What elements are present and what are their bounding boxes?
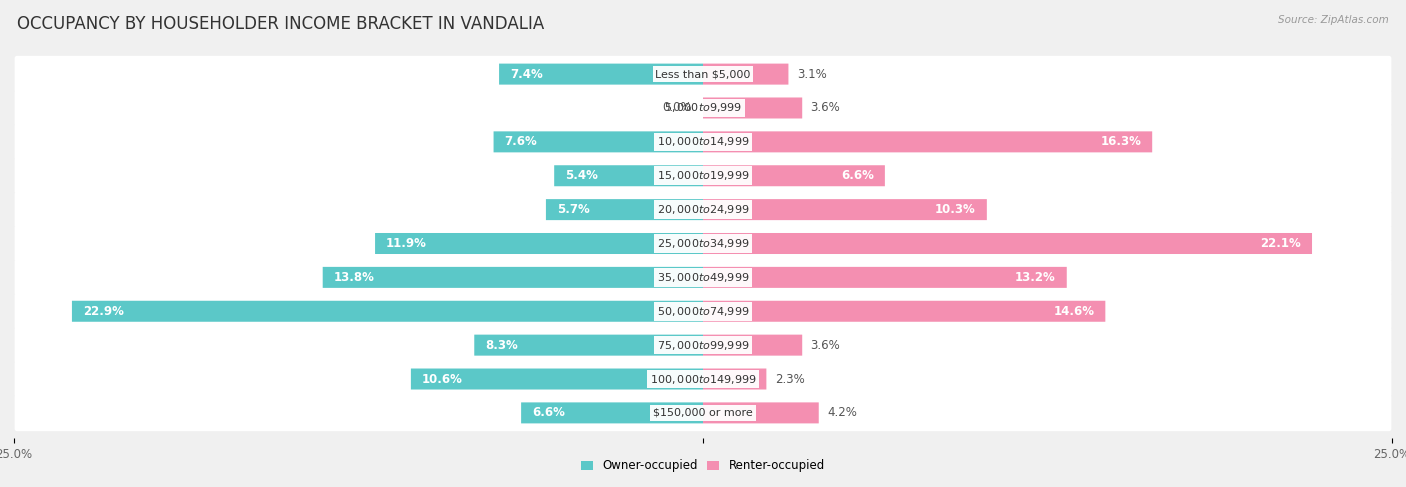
- Text: $75,000 to $99,999: $75,000 to $99,999: [657, 338, 749, 352]
- FancyBboxPatch shape: [703, 301, 1105, 322]
- FancyBboxPatch shape: [703, 64, 789, 85]
- FancyBboxPatch shape: [14, 327, 1392, 363]
- FancyBboxPatch shape: [703, 335, 803, 356]
- FancyBboxPatch shape: [703, 131, 1152, 152]
- Text: 13.8%: 13.8%: [333, 271, 374, 284]
- FancyBboxPatch shape: [14, 191, 1392, 228]
- FancyBboxPatch shape: [14, 259, 1392, 296]
- Text: Less than $5,000: Less than $5,000: [655, 69, 751, 79]
- FancyBboxPatch shape: [703, 402, 818, 423]
- Text: 4.2%: 4.2%: [827, 406, 856, 419]
- Text: $50,000 to $74,999: $50,000 to $74,999: [657, 305, 749, 318]
- Text: OCCUPANCY BY HOUSEHOLDER INCOME BRACKET IN VANDALIA: OCCUPANCY BY HOUSEHOLDER INCOME BRACKET …: [17, 15, 544, 33]
- Text: 5.4%: 5.4%: [565, 169, 598, 182]
- FancyBboxPatch shape: [522, 402, 703, 423]
- FancyBboxPatch shape: [14, 157, 1392, 194]
- FancyBboxPatch shape: [375, 233, 703, 254]
- FancyBboxPatch shape: [494, 131, 703, 152]
- Text: $10,000 to $14,999: $10,000 to $14,999: [657, 135, 749, 149]
- Text: 2.3%: 2.3%: [775, 373, 804, 386]
- FancyBboxPatch shape: [703, 369, 766, 390]
- Text: Source: ZipAtlas.com: Source: ZipAtlas.com: [1278, 15, 1389, 25]
- Text: 6.6%: 6.6%: [531, 406, 565, 419]
- FancyBboxPatch shape: [72, 301, 703, 322]
- FancyBboxPatch shape: [703, 97, 803, 118]
- FancyBboxPatch shape: [703, 199, 987, 220]
- FancyBboxPatch shape: [703, 267, 1067, 288]
- FancyBboxPatch shape: [703, 233, 1312, 254]
- Text: 7.6%: 7.6%: [505, 135, 537, 149]
- Text: $15,000 to $19,999: $15,000 to $19,999: [657, 169, 749, 182]
- FancyBboxPatch shape: [14, 225, 1392, 262]
- FancyBboxPatch shape: [499, 64, 703, 85]
- Text: 6.6%: 6.6%: [841, 169, 875, 182]
- FancyBboxPatch shape: [546, 199, 703, 220]
- Legend: Owner-occupied, Renter-occupied: Owner-occupied, Renter-occupied: [576, 455, 830, 477]
- FancyBboxPatch shape: [474, 335, 703, 356]
- FancyBboxPatch shape: [554, 165, 703, 186]
- Text: $20,000 to $24,999: $20,000 to $24,999: [657, 203, 749, 216]
- Text: 7.4%: 7.4%: [510, 68, 543, 81]
- Text: $5,000 to $9,999: $5,000 to $9,999: [664, 101, 742, 114]
- FancyBboxPatch shape: [14, 56, 1392, 93]
- Text: 3.1%: 3.1%: [797, 68, 827, 81]
- Text: 3.6%: 3.6%: [810, 338, 841, 352]
- FancyBboxPatch shape: [14, 124, 1392, 160]
- Text: 8.3%: 8.3%: [485, 338, 517, 352]
- FancyBboxPatch shape: [14, 293, 1392, 330]
- Text: $100,000 to $149,999: $100,000 to $149,999: [650, 373, 756, 386]
- FancyBboxPatch shape: [323, 267, 703, 288]
- Text: 5.7%: 5.7%: [557, 203, 589, 216]
- FancyBboxPatch shape: [14, 90, 1392, 126]
- Text: 22.1%: 22.1%: [1260, 237, 1301, 250]
- Text: $35,000 to $49,999: $35,000 to $49,999: [657, 271, 749, 284]
- Text: $25,000 to $34,999: $25,000 to $34,999: [657, 237, 749, 250]
- FancyBboxPatch shape: [703, 165, 884, 186]
- Text: $150,000 or more: $150,000 or more: [654, 408, 752, 418]
- Text: 16.3%: 16.3%: [1101, 135, 1142, 149]
- FancyBboxPatch shape: [14, 394, 1392, 431]
- Text: 0.0%: 0.0%: [662, 101, 692, 114]
- FancyBboxPatch shape: [411, 369, 703, 390]
- Text: 3.6%: 3.6%: [810, 101, 841, 114]
- FancyBboxPatch shape: [14, 361, 1392, 397]
- Text: 10.3%: 10.3%: [935, 203, 976, 216]
- Text: 10.6%: 10.6%: [422, 373, 463, 386]
- Text: 22.9%: 22.9%: [83, 305, 124, 318]
- Text: 14.6%: 14.6%: [1053, 305, 1094, 318]
- Text: 11.9%: 11.9%: [387, 237, 427, 250]
- Text: 13.2%: 13.2%: [1015, 271, 1056, 284]
